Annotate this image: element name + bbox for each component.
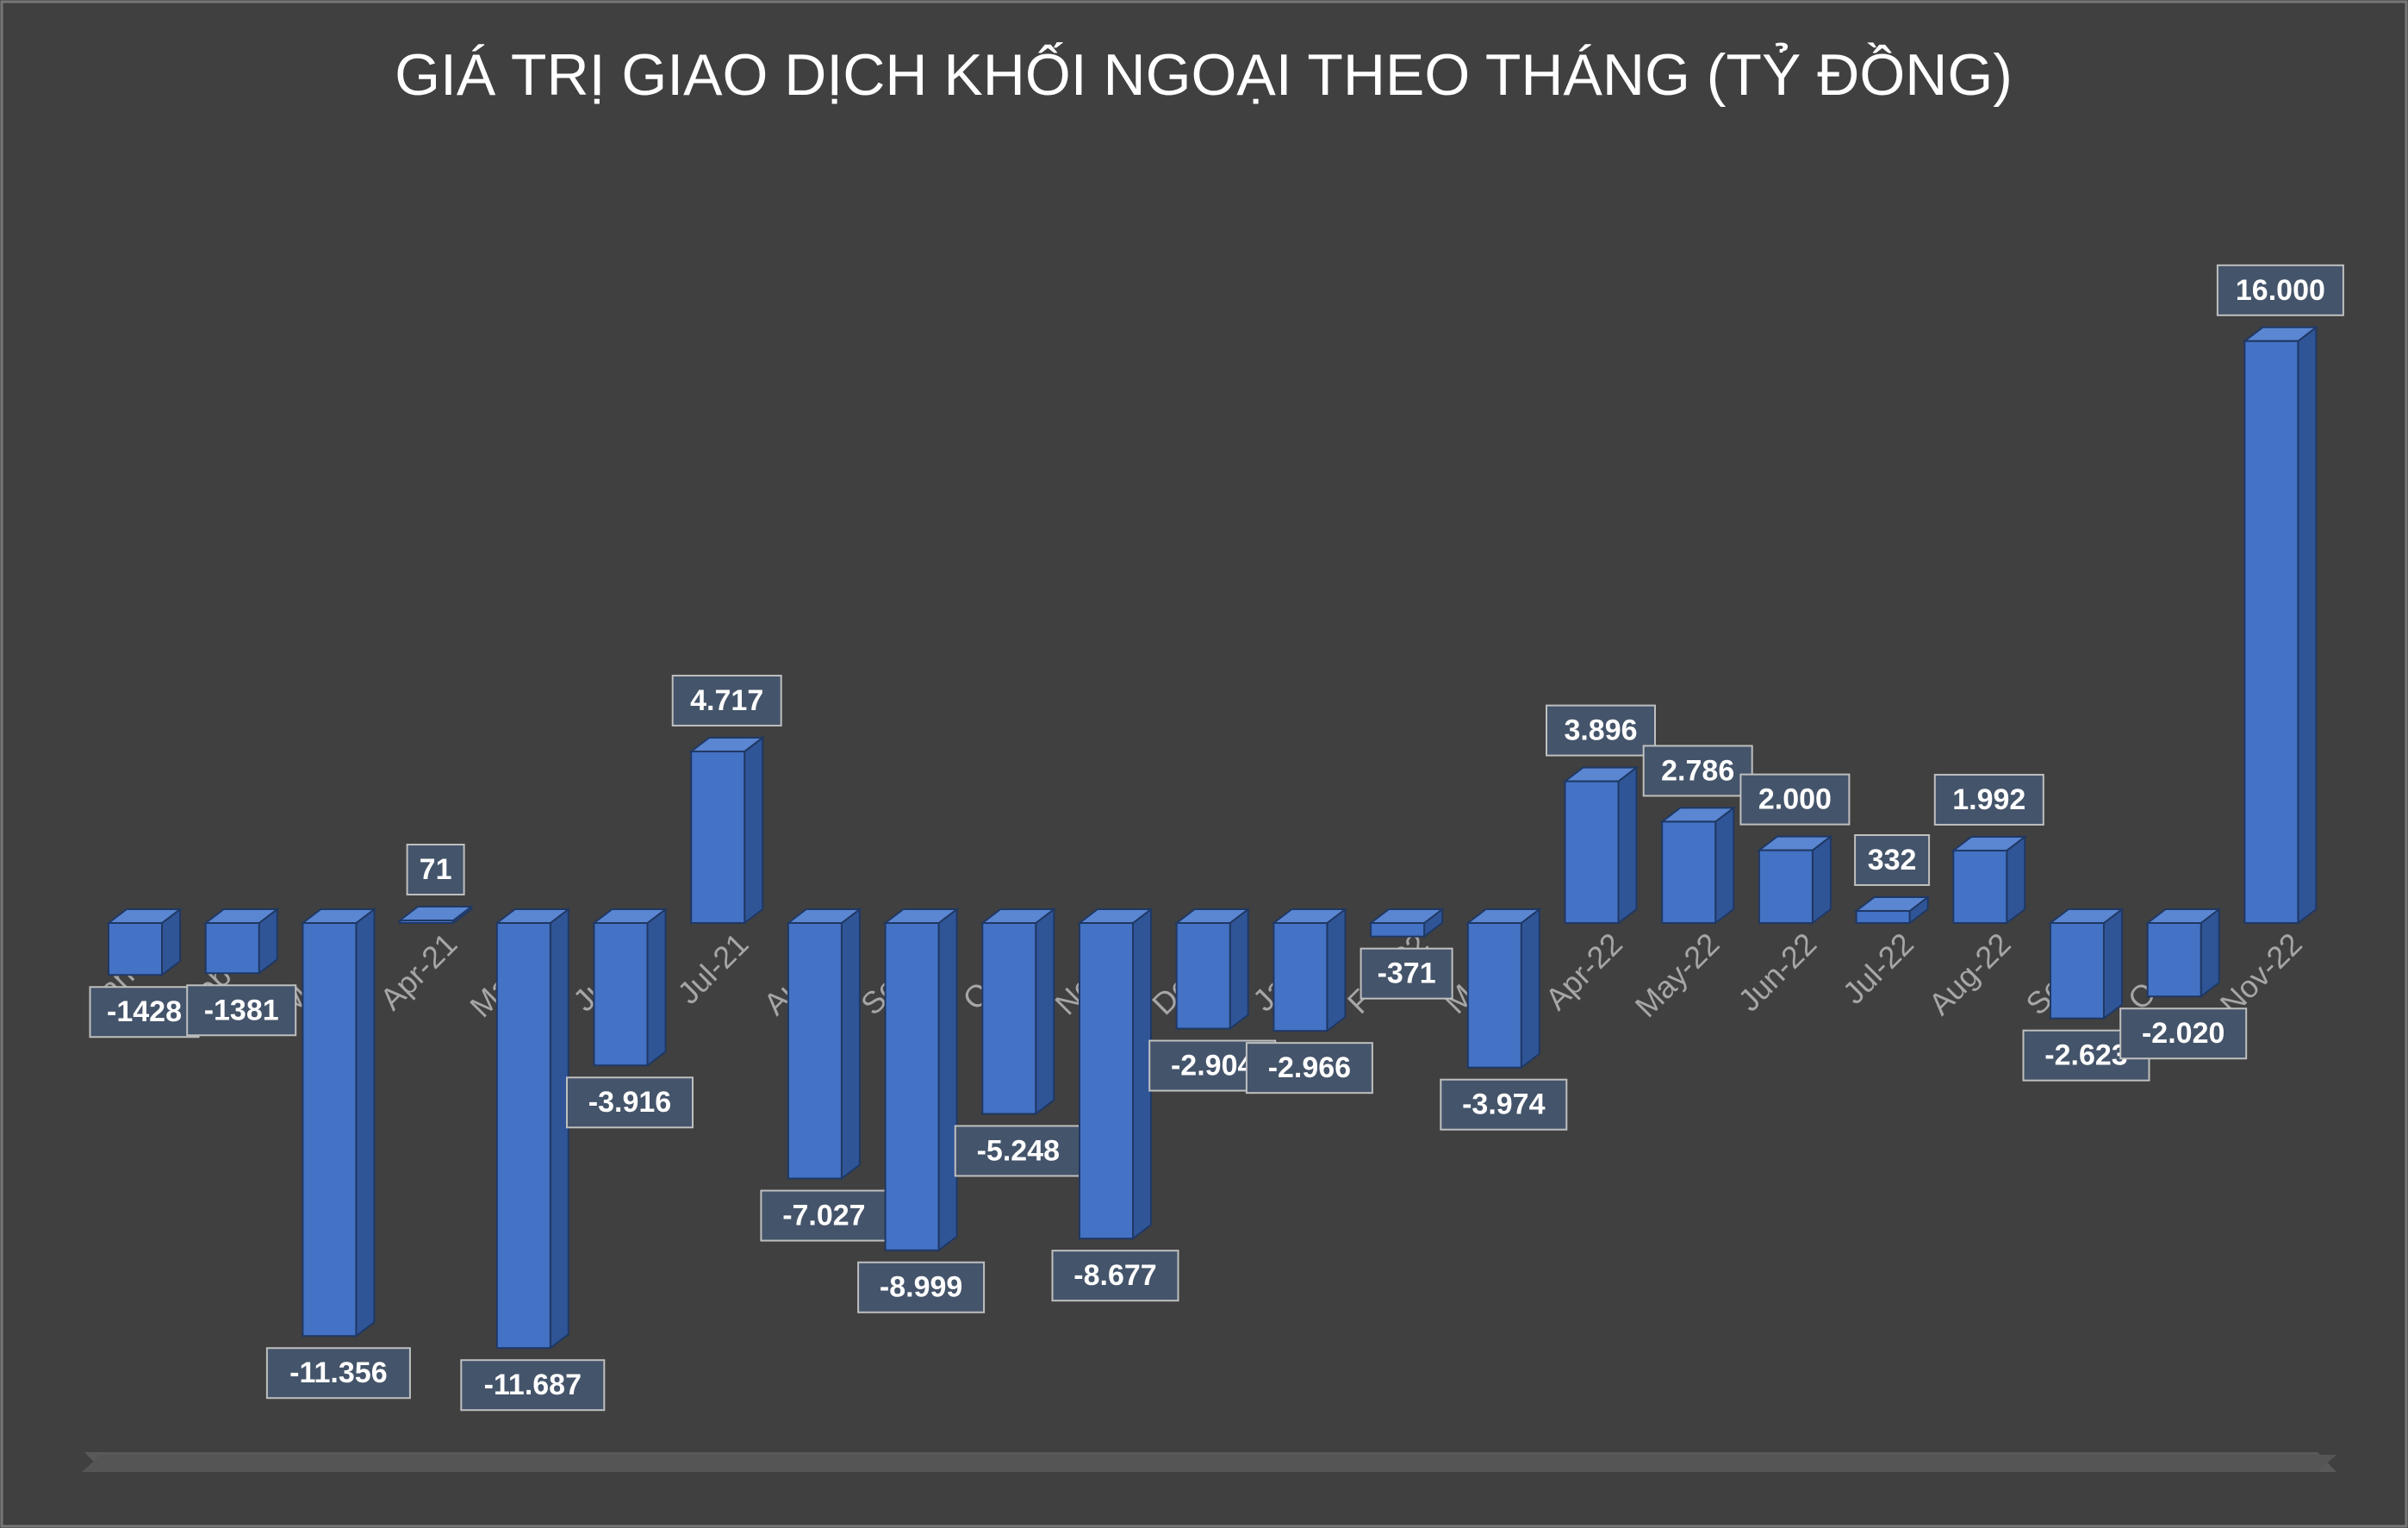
value-label: -3.916 (588, 1086, 671, 1119)
bar-side (549, 907, 569, 1350)
bar-side (1326, 907, 1347, 1033)
bar-side (1229, 907, 1249, 1031)
value-label-box (1440, 1078, 1568, 1131)
bar (495, 922, 551, 1350)
floor-face (82, 1455, 2336, 1472)
bar (981, 922, 1037, 1115)
bar (399, 920, 455, 924)
bar (1661, 820, 1717, 924)
value-label: -1428 (107, 995, 182, 1028)
value-label: -2.966 (1268, 1051, 1351, 1084)
bar-side (744, 735, 764, 926)
value-label: 3.896 (1564, 714, 1637, 747)
bar (1079, 922, 1134, 1240)
value-label: -3.974 (1462, 1088, 1545, 1121)
value-label: -2.020 (2142, 1017, 2224, 1050)
value-label: 2.000 (1758, 783, 1832, 816)
bar-side (1714, 806, 1735, 926)
value-label: 1.992 (1952, 783, 2025, 816)
bar (1370, 922, 1426, 938)
bar-side (1811, 834, 1832, 926)
value-label: -1381 (204, 994, 279, 1026)
bar-side (2200, 907, 2220, 999)
bar (2050, 922, 2105, 1020)
value-label-box (671, 674, 782, 727)
bar-side (355, 907, 376, 1338)
bar (1466, 922, 1522, 1069)
bar (1758, 849, 1814, 924)
bar-side (937, 907, 958, 1252)
bar-side (840, 907, 861, 1181)
value-label: 332 (1868, 844, 1917, 876)
bar (1855, 909, 1911, 925)
bar (1952, 849, 2008, 925)
value-label-box (1051, 1250, 1179, 1302)
value-label-box (954, 1125, 1082, 1177)
bar (2243, 340, 2299, 924)
bar (884, 922, 940, 1251)
value-label: -371 (1378, 957, 1436, 990)
value-label-box (1933, 773, 2044, 826)
bar (204, 922, 260, 975)
value-label-box (1854, 833, 1931, 886)
value-label: -2.623 (2044, 1039, 2127, 1072)
bar (787, 922, 843, 1180)
bar-side (2006, 834, 2026, 926)
value-label: -11.687 (484, 1369, 582, 1401)
bar (593, 922, 649, 1067)
bar-side (2297, 325, 2318, 926)
bar-side (1520, 907, 1540, 1070)
value-label: 16.000 (2236, 274, 2325, 307)
value-label-box (89, 986, 200, 1038)
bar (302, 922, 358, 1338)
value-label-box (857, 1261, 986, 1313)
bar-side (1617, 765, 1638, 926)
chart-title: GIÁ TRỊ GIAO DỊCH KHỐI NGOẠI THEO THÁNG … (395, 41, 2013, 108)
bar-side (646, 907, 667, 1068)
value-label: 2.786 (1661, 754, 1734, 787)
value-label: -11.356 (289, 1356, 387, 1389)
bar (1175, 922, 1231, 1030)
value-label: -5.248 (977, 1134, 1060, 1167)
bar-side (1035, 907, 1055, 1116)
value-label: -2.904 (1171, 1050, 1254, 1082)
bar-side (2103, 907, 2123, 1020)
value-label-box (1546, 704, 1656, 757)
value-label-box (1245, 1042, 1373, 1095)
value-label-box (265, 1347, 411, 1400)
value-label: -7.027 (782, 1200, 865, 1232)
value-label-box (2119, 1007, 2248, 1060)
bar-side (1132, 907, 1152, 1241)
bar (690, 750, 746, 925)
value-label-box (1739, 773, 1851, 826)
value-label-box (1360, 947, 1453, 1000)
bar (1272, 922, 1328, 1032)
bar (2146, 922, 2202, 998)
value-label-box (1642, 745, 1753, 797)
value-label: 4.717 (690, 684, 763, 717)
value-label-box (406, 844, 465, 896)
value-label-box (566, 1076, 694, 1129)
value-label-box (186, 984, 297, 1037)
bar (108, 922, 163, 976)
bar (1564, 780, 1620, 924)
value-label-box (460, 1359, 606, 1412)
value-label-box (2216, 264, 2344, 316)
value-label: -8.677 (1073, 1259, 1156, 1292)
value-label: 71 (420, 853, 452, 886)
value-label: -8.999 (880, 1271, 962, 1304)
